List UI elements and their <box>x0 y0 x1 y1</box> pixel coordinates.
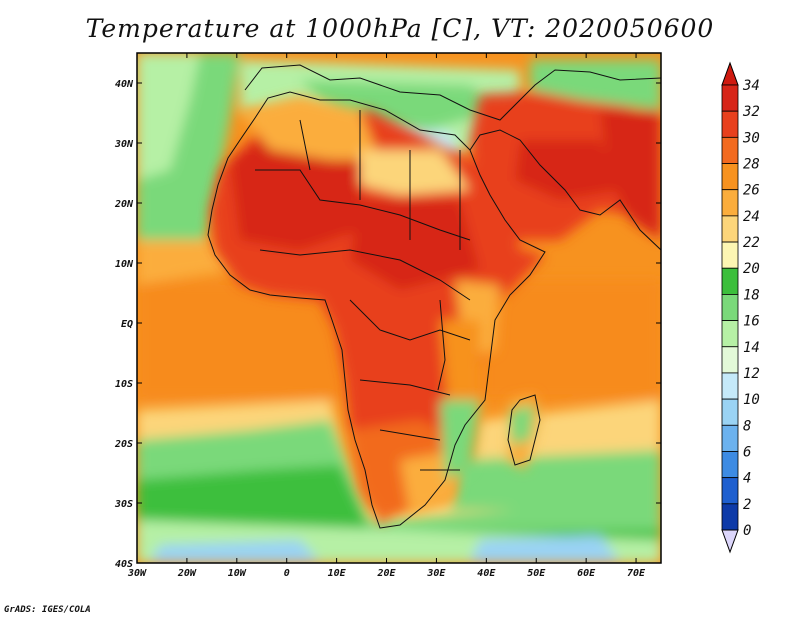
latitude-axis: 40N 30N 20N 10N EQ 10S 20S 30S 40S <box>114 79 661 570</box>
lat-tick-label: 30S <box>114 499 133 510</box>
colorbar-segment <box>721 241 739 269</box>
colorbar-label: 4 <box>743 471 751 487</box>
colorbar-segment <box>721 189 739 217</box>
colorbar-segment <box>721 503 739 531</box>
longitude-axis: 30W 20W 10W 0 10E 20E 30E 40E 50E 60E 70E <box>127 53 646 579</box>
lat-tick-label: 30N <box>114 139 134 150</box>
plot-frame <box>136 52 662 564</box>
lon-tick-label: 70E <box>627 568 646 579</box>
lon-tick-label: 20W <box>177 568 197 579</box>
colorbar-segment <box>721 398 739 426</box>
colorbar-segment <box>721 136 739 164</box>
lat-tick-label: 20S <box>114 439 133 450</box>
colorbar-segment <box>721 294 739 321</box>
colorbar-label: 34 <box>742 78 760 94</box>
colorbar-label: 8 <box>743 418 751 434</box>
colorbar-segment <box>721 346 739 374</box>
lon-tick-label: 20E <box>376 568 396 579</box>
colorbar-label: 6 <box>743 444 751 460</box>
colorbar-segment <box>721 267 739 295</box>
map-title: Temperature at 1000hPa [C], VT: 20200506… <box>85 14 715 43</box>
lon-tick-label: 30W <box>127 568 147 579</box>
lon-tick-label: 10W <box>228 568 247 579</box>
colorbar-segment <box>721 372 739 400</box>
lat-tick-label: 20N <box>114 199 134 210</box>
colorbar-segment <box>721 477 739 505</box>
colorbar-segment <box>721 451 739 479</box>
colorbar-segment <box>721 215 739 243</box>
colorbar-label: 30 <box>742 130 760 146</box>
lat-tick-label: 40S <box>115 559 133 570</box>
colorbar-label: 0 <box>743 523 751 539</box>
colorbar-label: 22 <box>743 235 760 251</box>
credit-text: GrADS: IGES/COLA <box>4 605 91 615</box>
colorbar-label: 32 <box>742 104 760 120</box>
temperature-field <box>137 53 661 563</box>
colorbar-segment <box>721 163 739 191</box>
lon-tick-label: 60E <box>577 568 596 579</box>
lat-tick-label: 10N <box>115 259 134 270</box>
colorbar-label: 28 <box>743 157 760 173</box>
lon-tick-label: 10E <box>328 568 347 579</box>
colorbar-under-arrow <box>721 529 739 554</box>
colorbar-segment <box>721 110 739 138</box>
colorbar-label: 20 <box>743 261 760 277</box>
colorbar-label: 26 <box>743 183 760 199</box>
colorbar-segment <box>721 424 739 452</box>
lat-tick-label: EQ <box>121 319 133 330</box>
colorbar-label: 18 <box>743 287 760 303</box>
lat-tick-label: 10S <box>115 379 133 390</box>
colorbar-label: 2 <box>743 497 751 513</box>
colorbar-label: 12 <box>743 366 760 382</box>
colorbar-segment <box>721 84 739 112</box>
lon-tick-label: 40E <box>477 568 496 579</box>
colorbar-label: 24 <box>743 209 760 225</box>
lat-tick-label: 40N <box>115 79 134 90</box>
colorbar-over-arrow <box>721 61 739 86</box>
lon-tick-label: 30E <box>426 568 446 579</box>
lon-tick-label: 0 <box>284 568 290 579</box>
colorbar-label: 10 <box>743 392 760 408</box>
coastlines <box>207 64 661 529</box>
colorbar-label: 14 <box>743 340 760 356</box>
colorbar-segment <box>721 320 739 348</box>
lon-tick-label: 50E <box>527 568 546 579</box>
colorbar-label: 16 <box>743 314 760 330</box>
